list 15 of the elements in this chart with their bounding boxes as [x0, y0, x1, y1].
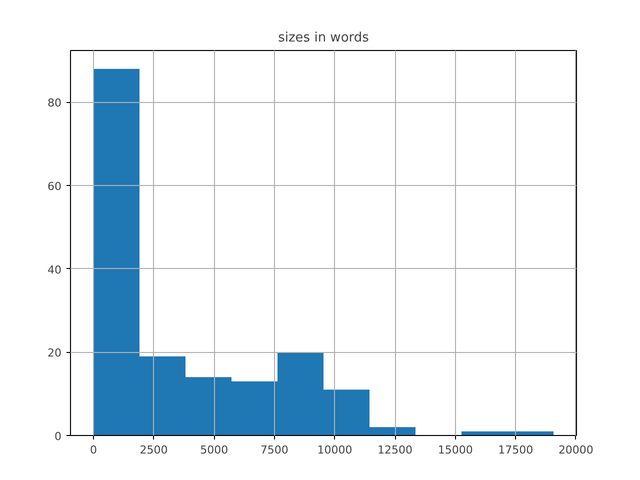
x-tick-label: 17500 [498, 444, 534, 456]
x-tick-label: 20000 [558, 444, 594, 456]
y-tick-label: 40 [48, 263, 62, 276]
chart-title: sizes in words [278, 30, 370, 46]
y-tick-label: 20 [48, 346, 62, 360]
x-tick-label: 10000 [317, 444, 352, 456]
y-tick-label: 0 [54, 430, 62, 443]
y-tick-label: 60 [48, 180, 62, 193]
x-tick-label: 7500 [260, 444, 288, 456]
x-tick-label: 0 [90, 444, 97, 456]
x-tick-label: 15000 [438, 444, 473, 456]
y-tick-label: 80 [48, 96, 62, 110]
x-tick-label: 2500 [140, 444, 168, 456]
x-tick-label: 5000 [200, 444, 228, 456]
x-tick-label: 12500 [378, 444, 413, 456]
